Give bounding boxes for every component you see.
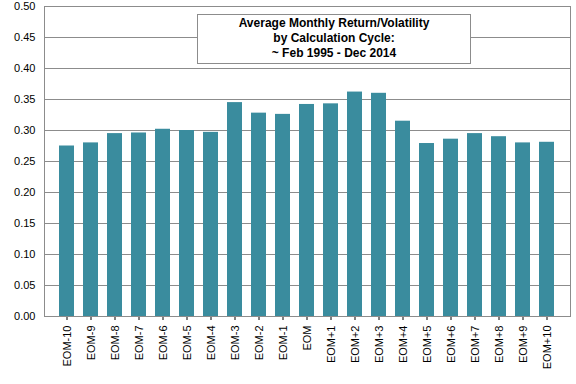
svg-text:0.40: 0.40: [14, 62, 35, 74]
svg-text:0.20: 0.20: [14, 186, 35, 198]
svg-text:EOM-3: EOM-3: [229, 326, 241, 361]
svg-text:EOM+6: EOM+6: [445, 326, 457, 364]
svg-text:0.35: 0.35: [14, 93, 35, 105]
svg-text:0.10: 0.10: [14, 248, 35, 260]
svg-text:EOM+3: EOM+3: [373, 326, 385, 364]
svg-text:EOM+8: EOM+8: [493, 326, 505, 364]
svg-text:EOM: EOM: [301, 326, 313, 351]
svg-text:EOM-8: EOM-8: [109, 326, 121, 361]
html-text:Average Monthly Return/Volatil: Average Monthly Return/Volatility by Cal…: [238, 16, 430, 60]
svg-text:0.00: 0.00: [14, 310, 35, 322]
svg-text:EOM-9: EOM-9: [85, 326, 97, 361]
svg-text:0.05: 0.05: [14, 279, 35, 291]
svg-text:0.45: 0.45: [14, 31, 35, 43]
svg-text:EOM+10: EOM+10: [541, 326, 553, 370]
svg-text:0.50: 0.50: [14, 0, 35, 12]
svg-text:EOM-4: EOM-4: [205, 326, 217, 361]
svg-text:EOM-2: EOM-2: [253, 326, 265, 361]
svg-text:EOM+4: EOM+4: [397, 326, 409, 364]
svg-text:EOM+7: EOM+7: [469, 326, 481, 364]
svg-text:EOM-6: EOM-6: [157, 326, 169, 361]
svg-text:EOM-10: EOM-10: [61, 326, 73, 367]
svg-text:EOM-7: EOM-7: [133, 326, 145, 361]
svg-text:EOM-1: EOM-1: [277, 326, 289, 361]
svg-text:EOM+5: EOM+5: [421, 326, 433, 364]
svg-text:EOM+9: EOM+9: [517, 326, 529, 364]
svg-text:EOM-5: EOM-5: [181, 326, 193, 361]
svg-text:0.15: 0.15: [14, 217, 35, 229]
svg-text:EOM+2: EOM+2: [349, 326, 361, 364]
svg-text:0.25: 0.25: [14, 155, 35, 167]
svg-text:0.30: 0.30: [14, 124, 35, 136]
svg-text:EOM+1: EOM+1: [325, 326, 337, 364]
